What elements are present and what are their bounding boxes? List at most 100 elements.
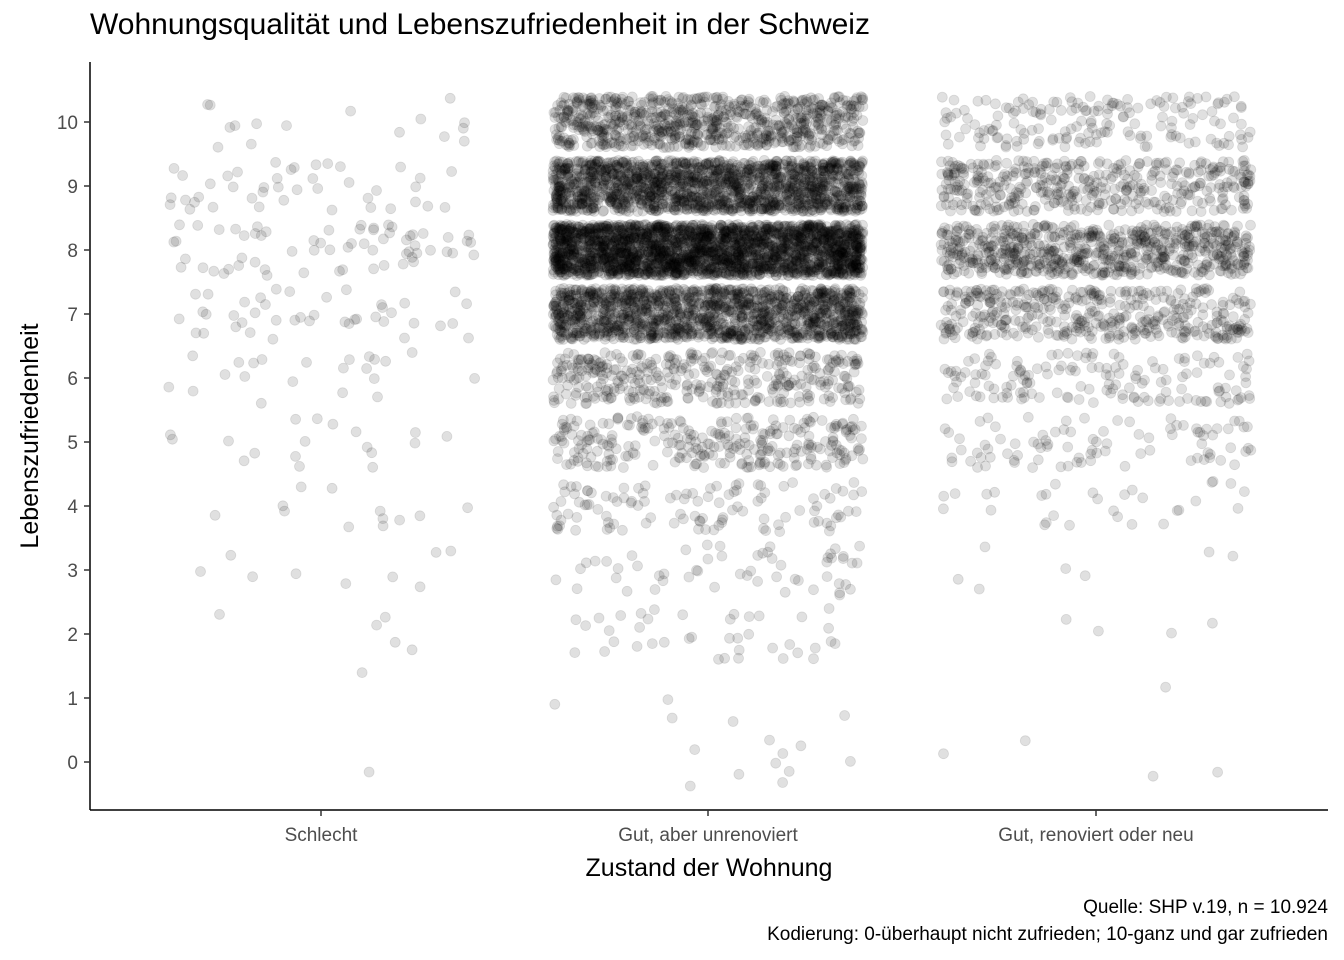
data-point xyxy=(394,126,405,138)
data-point xyxy=(777,777,788,788)
data-point xyxy=(675,365,687,377)
data-point xyxy=(745,565,757,577)
data-point xyxy=(675,416,687,428)
data-point xyxy=(223,435,234,447)
data-point xyxy=(724,613,736,625)
data-point xyxy=(406,644,418,656)
data-point xyxy=(854,299,865,311)
data-point xyxy=(640,517,652,529)
data-point xyxy=(690,458,702,470)
data-point xyxy=(447,247,459,259)
data-point xyxy=(814,288,826,300)
data-point xyxy=(684,780,696,792)
data-point xyxy=(294,460,305,472)
data-point xyxy=(618,492,630,504)
data-point xyxy=(590,460,601,472)
data-point xyxy=(781,370,793,382)
data-point xyxy=(824,492,836,504)
data-point xyxy=(445,545,457,557)
data-point xyxy=(358,238,370,250)
data-point xyxy=(804,317,816,328)
data-point xyxy=(308,309,320,321)
data-point xyxy=(823,375,834,387)
data-point xyxy=(789,573,801,585)
data-point xyxy=(755,456,766,468)
data-point xyxy=(813,515,824,527)
data-point xyxy=(697,448,708,460)
data-point xyxy=(340,284,352,296)
data-point xyxy=(236,317,248,329)
data-point xyxy=(733,355,745,367)
data-point xyxy=(804,415,815,427)
data-point xyxy=(204,178,216,190)
data-point xyxy=(758,513,770,525)
data-point xyxy=(657,575,669,587)
data-point xyxy=(177,170,189,181)
data-point xyxy=(691,564,702,576)
data-point xyxy=(232,166,243,178)
data-point xyxy=(365,202,377,213)
data-point xyxy=(190,288,201,300)
data-point xyxy=(764,425,776,437)
data-point xyxy=(711,288,723,300)
data-point xyxy=(691,379,702,390)
data-point xyxy=(256,354,268,365)
data-point xyxy=(709,581,720,593)
data-point xyxy=(425,244,436,256)
data-point xyxy=(571,481,582,492)
data-point xyxy=(195,566,206,577)
data-point xyxy=(552,357,563,369)
data-point xyxy=(821,571,833,582)
data-point xyxy=(608,636,620,648)
data-point xyxy=(822,552,834,563)
data-point xyxy=(415,113,427,125)
data-point xyxy=(301,356,312,368)
data-point xyxy=(724,632,735,644)
data-point xyxy=(351,313,363,325)
data-point xyxy=(632,500,644,511)
data-point xyxy=(547,374,559,386)
data-point xyxy=(844,296,856,308)
data-point xyxy=(204,99,216,111)
data-point xyxy=(733,644,745,656)
data-point xyxy=(814,330,825,342)
data-point xyxy=(550,574,562,586)
data-point xyxy=(757,326,769,338)
data-point xyxy=(730,314,741,325)
data-point xyxy=(761,370,773,382)
data-point xyxy=(190,327,202,339)
data-point xyxy=(632,560,643,572)
data-point xyxy=(731,412,742,424)
data-point xyxy=(556,326,568,338)
data-point xyxy=(197,262,209,274)
data-point xyxy=(856,433,867,445)
data-point xyxy=(615,610,627,621)
data-point xyxy=(848,489,859,501)
data-point xyxy=(586,487,597,499)
data-point xyxy=(580,557,592,569)
data-point xyxy=(558,437,570,449)
data-point xyxy=(449,286,461,298)
data-point xyxy=(230,223,242,235)
data-point xyxy=(810,351,821,363)
data-point xyxy=(582,362,594,374)
data-point xyxy=(270,283,282,295)
data-point xyxy=(711,480,722,492)
data-point xyxy=(680,544,692,556)
data-point xyxy=(442,231,454,243)
data-point xyxy=(581,391,593,403)
data-point xyxy=(618,462,629,473)
data-point xyxy=(461,298,473,310)
data-point xyxy=(635,608,647,619)
data-point xyxy=(310,159,322,171)
data-point xyxy=(648,321,660,333)
data-point xyxy=(752,479,764,491)
data-point xyxy=(380,355,392,367)
data-point xyxy=(222,170,234,182)
data-point xyxy=(823,622,834,634)
data-point xyxy=(224,122,236,133)
data-point xyxy=(681,432,693,444)
data-point xyxy=(642,366,653,378)
data-point xyxy=(612,563,624,574)
data-point xyxy=(702,366,713,378)
